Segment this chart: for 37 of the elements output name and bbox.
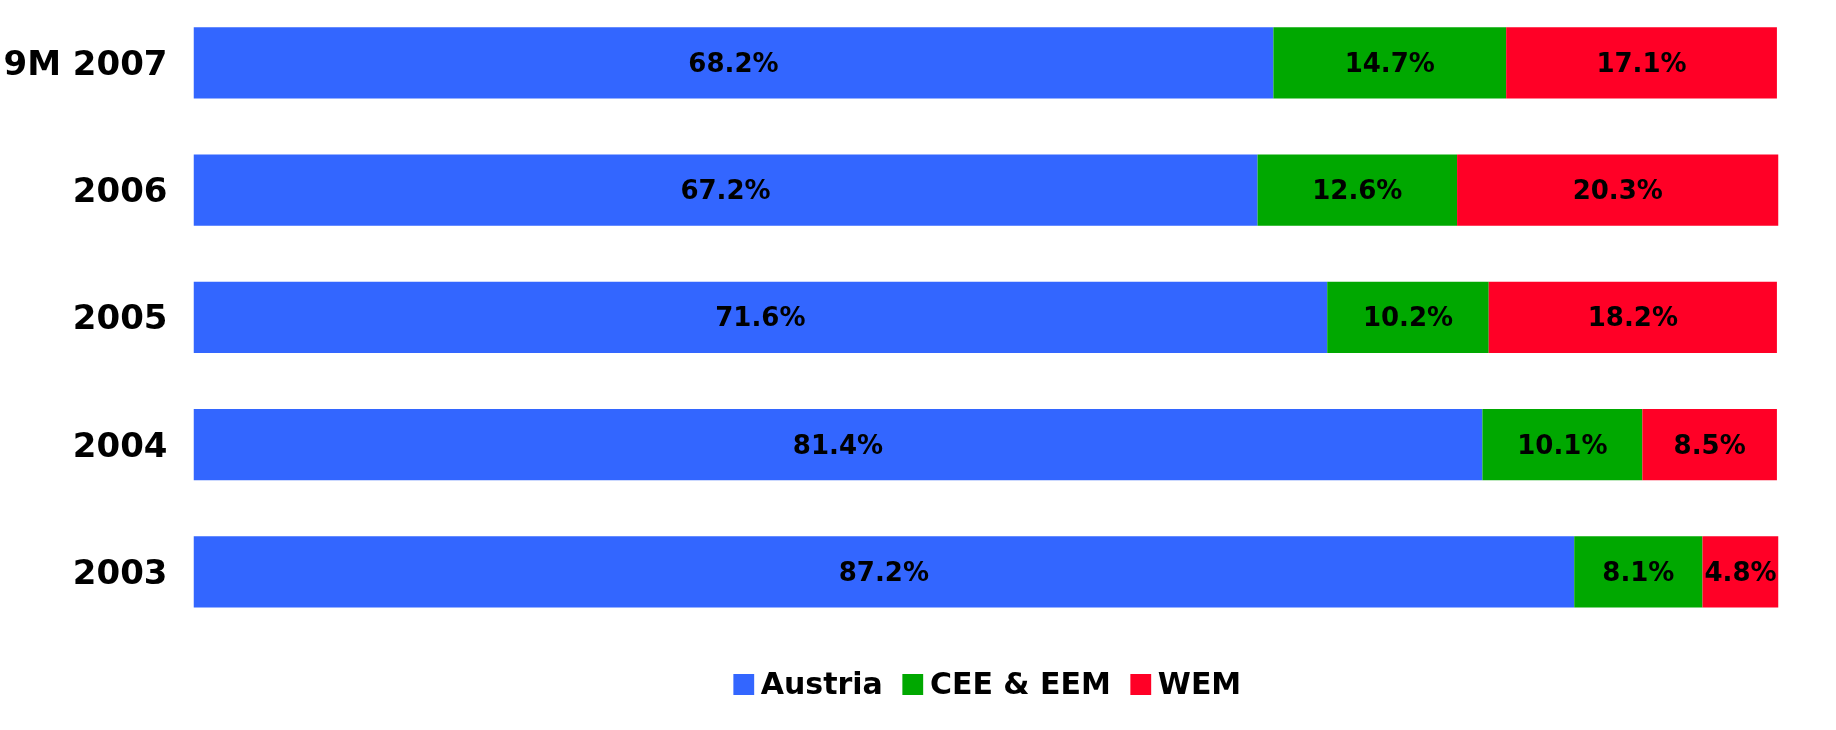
y-tick-label: 2006 bbox=[72, 170, 168, 211]
bar bbox=[1642, 408, 1777, 481]
y-tick-label: 2005 bbox=[72, 297, 168, 338]
bar bbox=[1257, 154, 1458, 226]
bar bbox=[1506, 27, 1777, 99]
data-label: 87.2% bbox=[838, 556, 929, 587]
data-label: 10.2% bbox=[1362, 302, 1454, 333]
data-label: 71.6% bbox=[715, 302, 806, 333]
data-label: 20.3% bbox=[1572, 175, 1663, 206]
legend-label: WEM bbox=[1157, 666, 1242, 701]
bar bbox=[1457, 154, 1779, 226]
bar bbox=[193, 154, 1258, 226]
bar bbox=[193, 281, 1328, 353]
data-label: 81.4% bbox=[792, 429, 884, 460]
y-tick-label: 2003 bbox=[72, 551, 168, 592]
bar bbox=[1482, 408, 1643, 481]
bar bbox=[193, 408, 1483, 481]
legend-label: CEE & EEM bbox=[929, 666, 1111, 701]
y-tick-label: 9M 2007 bbox=[3, 42, 168, 83]
y-tick-label: 2004 bbox=[72, 424, 168, 465]
bar bbox=[193, 536, 1575, 608]
data-label: 12.6% bbox=[1312, 175, 1403, 206]
bar bbox=[1488, 281, 1777, 353]
data-label: 8.1% bbox=[1602, 556, 1675, 587]
data-label: 14.7% bbox=[1344, 47, 1435, 78]
data-label: 8.5% bbox=[1673, 429, 1746, 460]
data-label: 68.2% bbox=[688, 47, 779, 78]
bar bbox=[1273, 27, 1507, 99]
data-label: 4.8% bbox=[1704, 556, 1777, 587]
data-label: 17.1% bbox=[1596, 47, 1687, 78]
bar bbox=[1574, 536, 1703, 608]
data-label: 67.2% bbox=[680, 175, 771, 206]
bar bbox=[1327, 281, 1489, 353]
bar bbox=[193, 27, 1274, 99]
legend-label: Austria bbox=[760, 666, 883, 701]
data-label: 18.2% bbox=[1587, 302, 1678, 333]
data-label: 10.1% bbox=[1517, 429, 1608, 460]
